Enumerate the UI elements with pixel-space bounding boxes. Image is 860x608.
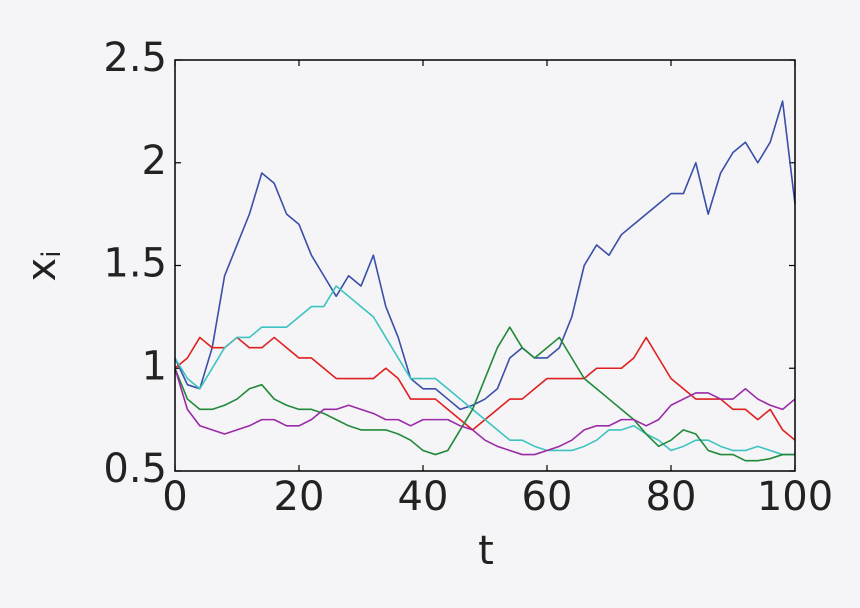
x-tick-label: 60	[522, 474, 573, 520]
y-label-sub: i	[37, 251, 67, 258]
series-line	[174, 368, 796, 456]
y-tick-label: 1	[142, 343, 167, 389]
y-tick-label: 2.5	[103, 35, 167, 81]
y-tick-label: 1.5	[103, 241, 167, 287]
y-axis-label: xi	[19, 251, 67, 282]
x-axis-label: t	[478, 528, 494, 574]
x-tick-label: 20	[274, 474, 325, 520]
x-tick-label: 80	[646, 474, 697, 520]
y-tick-label: 2	[142, 138, 167, 184]
series-line	[174, 285, 795, 456]
x-tick-label: 40	[398, 474, 449, 520]
x-tick-label: 0	[162, 474, 187, 520]
series-line	[174, 100, 796, 411]
y-label-main: x	[19, 258, 65, 282]
plot-frame	[174, 59, 796, 472]
series-line	[174, 326, 795, 462]
x-tick-label: 100	[757, 474, 833, 520]
y-tick-label: 0.5	[103, 446, 167, 492]
